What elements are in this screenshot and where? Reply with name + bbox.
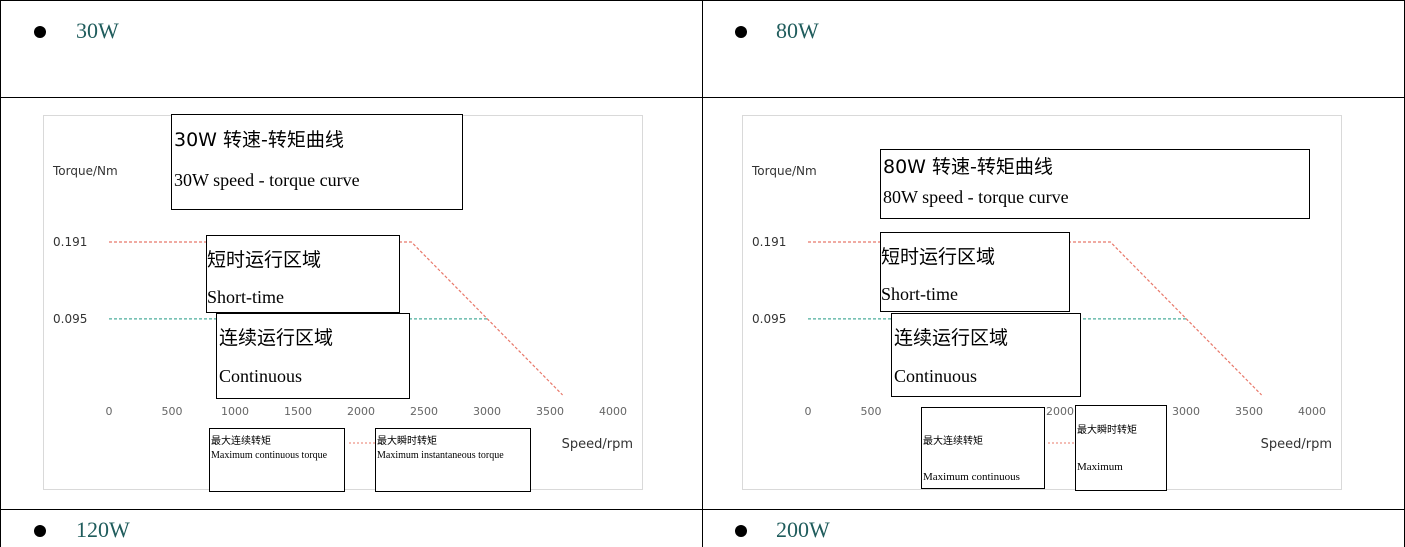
legend-continuous-box: 最大连续转矩 Maximum continuous <box>921 407 1045 489</box>
x-tick-label: 4000 <box>1298 405 1326 418</box>
bullet-icon <box>735 525 747 537</box>
legend-continuous-box: 最大连续转矩 Maximum continuous torque <box>209 428 345 492</box>
y-axis-label: Torque/Nm <box>751 164 817 178</box>
continuous-cn: 连续运行区域 <box>219 327 334 349</box>
x-tick-label: 1000 <box>221 405 249 418</box>
y-tick-label: 0.095 <box>53 312 87 326</box>
short-time-box: 短时运行区域 Short-time <box>206 235 400 313</box>
continuous-cn: 连续运行区域 <box>894 327 1009 349</box>
bullet-icon <box>34 26 46 38</box>
legend-instant-box: 最大瞬时转矩 Maximum <box>1075 405 1167 491</box>
x-tick-label: 0 <box>805 405 812 418</box>
legend-continuous-en: Maximum continuous <box>923 471 1020 483</box>
x-tick-label: 2000 <box>1046 405 1074 418</box>
chart-title-cn: 30W 转速-转矩曲线 <box>174 129 344 151</box>
x-axis-label: Speed/rpm <box>562 437 633 452</box>
bullet-icon <box>735 26 747 38</box>
short-time-en: Short-time <box>881 284 958 304</box>
short-time-box: 短时运行区域 Short-time <box>880 232 1070 312</box>
continuous-box: 连续运行区域 Continuous <box>216 313 410 399</box>
legend-instant-box: 最大瞬时转矩 Maximum instantaneous torque <box>375 428 531 492</box>
legend-instant-cn: 最大瞬时转矩 <box>1077 425 1137 436</box>
x-tick-label: 0 <box>106 405 113 418</box>
chart-title-box: 80W 转速-转矩曲线 80W speed - torque curve <box>880 149 1310 219</box>
legend-instant-en: Maximum instantaneous torque <box>377 449 529 462</box>
cell-label-30w: 30W <box>76 18 119 43</box>
chart-title-box: 30W 转速-转矩曲线 30W speed - torque curve <box>171 114 463 210</box>
table-border-mid <box>702 0 703 547</box>
legend-continuous-cn: 最大连续转矩 <box>923 436 983 447</box>
short-time-en: Short-time <box>207 287 284 307</box>
legend-instant-cn: 最大瞬时转矩 <box>377 436 437 447</box>
cell-label-80w: 80W <box>776 18 819 43</box>
continuous-en: Continuous <box>894 366 978 386</box>
x-tick-label: 3000 <box>473 405 501 418</box>
legend-continuous-en-text: Maximum continuous torque <box>211 450 328 461</box>
y-axis-label: Torque/Nm <box>52 164 118 178</box>
x-tick-label: 3500 <box>536 405 564 418</box>
x-tick-label: 500 <box>861 405 882 418</box>
table-border-left <box>0 0 1 547</box>
chart-title-cn: 80W 转速-转矩曲线 <box>883 156 1053 178</box>
x-tick-label: 3000 <box>1172 405 1200 418</box>
x-tick-label: 4000 <box>599 405 627 418</box>
legend-continuous-en: Maximum continuous torque <box>211 449 343 462</box>
continuous-box: 连续运行区域 Continuous <box>891 313 1081 397</box>
legend-continuous-cn: 最大连续转矩 <box>211 436 271 447</box>
continuous-en: Continuous <box>219 366 303 386</box>
short-time-cn: 短时运行区域 <box>207 249 322 271</box>
cell-label-200w: 200W <box>776 517 830 542</box>
x-axis-label: Speed/rpm <box>1261 437 1332 452</box>
x-tick-label: 500 <box>162 405 183 418</box>
cell-label-120w: 120W <box>76 517 130 542</box>
x-tick-label: 3500 <box>1235 405 1263 418</box>
short-time-cn: 短时运行区域 <box>881 246 996 268</box>
legend-instant-en-text: Maximum instantaneous torque <box>377 450 504 461</box>
chart-title-en: 80W speed - torque curve <box>883 187 1069 207</box>
x-tick-label: 2500 <box>410 405 438 418</box>
y-tick-label: 0.191 <box>752 235 786 249</box>
y-tick-label: 0.191 <box>53 235 87 249</box>
legend-instant-en: Maximum <box>1077 461 1123 473</box>
x-tick-label: 1500 <box>284 405 312 418</box>
x-tick-label: 2000 <box>347 405 375 418</box>
bullet-icon <box>34 525 46 537</box>
chart-title-en: 30W speed - torque curve <box>174 170 360 190</box>
y-tick-label: 0.095 <box>752 312 786 326</box>
